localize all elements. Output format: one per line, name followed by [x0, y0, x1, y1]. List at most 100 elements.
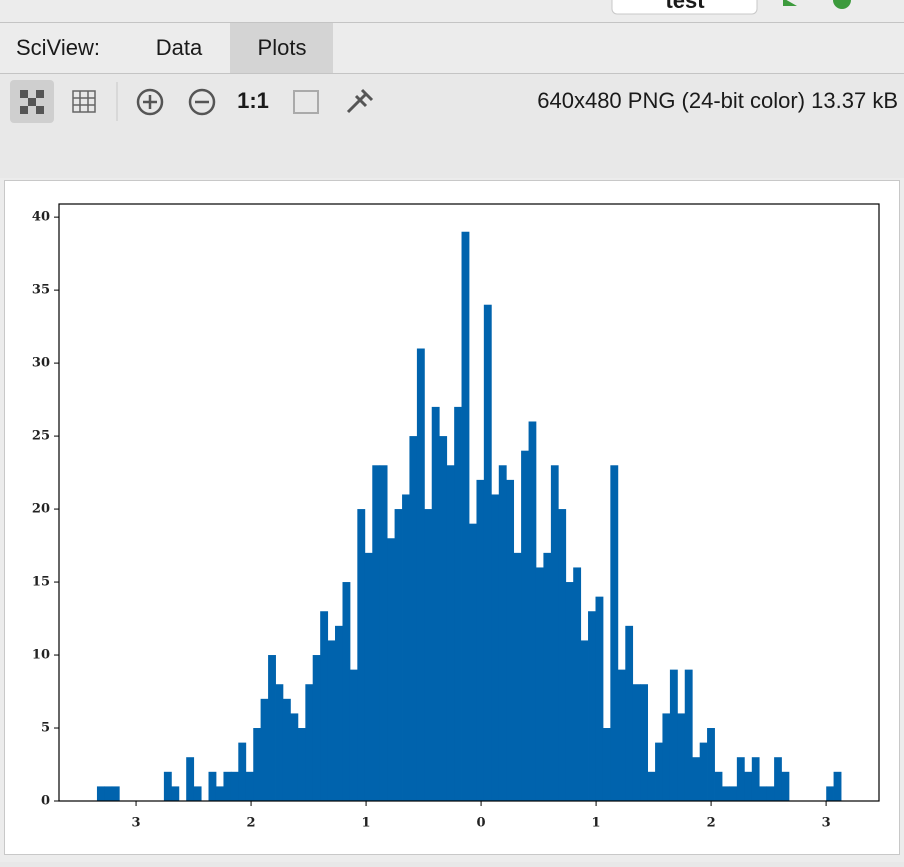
grid-icon: [20, 90, 44, 114]
bar: [744, 771, 753, 801]
bar: [446, 465, 455, 801]
bar: [297, 728, 306, 801]
bar: [424, 509, 433, 801]
y-tick-label: 20: [32, 502, 50, 517]
bar: [610, 465, 619, 801]
active-tab[interactable]: [230, 23, 333, 73]
bar: [595, 596, 604, 801]
bar: [506, 479, 515, 801]
x-tick-label: 1: [362, 816, 371, 831]
bar: [759, 786, 768, 801]
bar: [312, 655, 321, 801]
zoom-out[interactable]: [188, 88, 216, 116]
x-tick-label: 1: [592, 816, 601, 831]
x-tick-label: 2: [707, 816, 716, 831]
bar: [692, 757, 701, 801]
bar: [707, 728, 715, 801]
bar: [647, 771, 656, 801]
bar: [282, 698, 291, 801]
image-info: 640x480 PNG (24-bit color) 13.37 kB: [537, 88, 898, 113]
bar: [245, 771, 254, 801]
bar: [632, 684, 641, 801]
tab-bar-label: SciView:: [16, 35, 100, 60]
bar: [565, 582, 574, 801]
bar: [833, 771, 842, 801]
bar: [677, 713, 686, 801]
bar: [491, 494, 500, 801]
y-tick-label: 40: [32, 210, 50, 225]
bar: [528, 421, 537, 801]
bar: [327, 640, 336, 801]
bar: [431, 406, 440, 801]
tab[interactable]: Data: [156, 35, 203, 60]
y-tick-label: 30: [32, 356, 50, 371]
axes-frame: [58, 203, 880, 802]
bar: [483, 304, 492, 801]
bar: [372, 465, 381, 801]
x-tick-label: 2: [247, 816, 256, 831]
bar: [320, 611, 329, 801]
top-bar: [0, 0, 904, 22]
tab-bar: [0, 23, 904, 73]
y-tick-label: 10: [32, 648, 50, 663]
y-tick-label: 15: [32, 575, 50, 590]
bar: [573, 567, 582, 801]
bar: [171, 786, 180, 801]
y-tick-label: 5: [41, 721, 50, 736]
bar: [766, 786, 775, 801]
bar: [722, 786, 730, 801]
y-tick-label: 25: [32, 429, 50, 444]
bar: [558, 509, 567, 801]
bar: [193, 786, 202, 801]
bar: [223, 771, 232, 801]
bar: [602, 728, 611, 801]
bar: [580, 640, 589, 801]
bar: [729, 786, 738, 801]
zoom-in[interactable]: [136, 88, 164, 116]
bar: [662, 713, 671, 801]
actual-size[interactable]: 1:1: [237, 88, 269, 113]
bar: [521, 450, 529, 801]
bar: [379, 465, 388, 801]
x-tick-label: 3: [822, 816, 831, 831]
bar: [342, 582, 351, 801]
bar: [617, 669, 626, 801]
bar: [186, 757, 195, 801]
bar: [349, 669, 358, 801]
bar: [364, 552, 373, 801]
y-tick-label: 0: [41, 794, 50, 809]
run-icon[interactable]: [783, 0, 797, 6]
bar: [260, 698, 269, 801]
bar: [253, 728, 262, 801]
bar: [275, 684, 284, 801]
bar: [736, 757, 745, 801]
run-config[interactable]: [611, 0, 758, 15]
bar: [588, 611, 596, 801]
bar: [625, 625, 634, 801]
bar: [409, 436, 418, 801]
bar: [535, 567, 544, 801]
bar: [640, 684, 649, 801]
debug-icon[interactable]: [833, 0, 851, 9]
fit-icon[interactable]: [293, 90, 319, 114]
bar: [669, 669, 678, 801]
bar: [215, 786, 224, 801]
bar: [781, 771, 790, 801]
bar: [774, 757, 782, 801]
tab[interactable]: Plots: [258, 35, 307, 60]
bar: [387, 538, 395, 801]
bar: [714, 771, 723, 801]
bar: [461, 231, 470, 801]
bar: [305, 684, 314, 801]
bar: [498, 465, 507, 801]
x-tick-label: 3: [132, 816, 141, 831]
table-icon[interactable]: [72, 90, 96, 113]
bar: [751, 757, 760, 801]
color-picker[interactable]: [346, 88, 374, 114]
bar: [513, 552, 522, 801]
bar: [469, 523, 477, 801]
bar: [290, 713, 299, 801]
bar: [543, 552, 552, 801]
